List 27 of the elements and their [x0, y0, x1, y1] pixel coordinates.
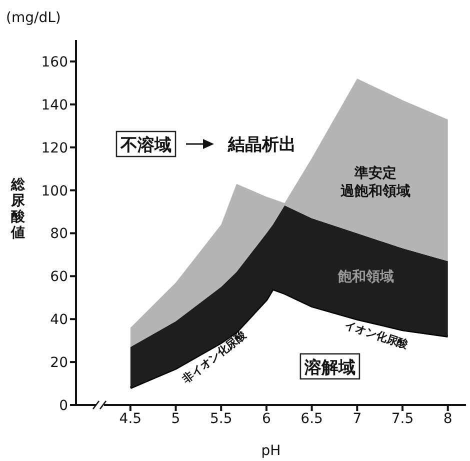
- annotation: 不溶域: [120, 136, 172, 156]
- x-axis-title: pH: [261, 443, 281, 459]
- x-tick-label: 5: [171, 410, 180, 427]
- y-tick-label: 80: [50, 226, 68, 242]
- x-tick-label: 7.5: [391, 410, 414, 427]
- y-tick-label: 60: [50, 269, 68, 286]
- y-tick-label: 40: [50, 312, 68, 328]
- series-label: 準安定過飽和領域: [339, 164, 410, 200]
- x-tick-label: 8: [443, 410, 452, 427]
- y-axis-title: 総尿酸値: [10, 177, 26, 241]
- x-tick-label: 6: [262, 410, 272, 427]
- y-tick-label: 100: [41, 183, 68, 200]
- x-tick-label: 7: [352, 410, 362, 427]
- series-label: 溶解域: [303, 358, 356, 378]
- annotation: 結晶析出: [227, 135, 296, 155]
- x-tick-label: 6.5: [300, 410, 323, 427]
- y-tick-label: 140: [41, 97, 68, 114]
- y-tick-label: 120: [41, 140, 68, 156]
- y-tick-label: 160: [41, 54, 68, 70]
- x-tick-label: 4.5: [119, 410, 142, 427]
- text: (mg/dL): [6, 10, 61, 26]
- annotation: イオン化尿酸: [342, 318, 411, 352]
- annotation: 非イオン化尿酸: [179, 328, 250, 387]
- series-label: 飽和領域: [337, 269, 394, 286]
- y-tick-label: 20: [50, 355, 68, 372]
- y-tick-label: 0: [59, 398, 68, 414]
- x-tick-label: 5.5: [210, 410, 232, 427]
